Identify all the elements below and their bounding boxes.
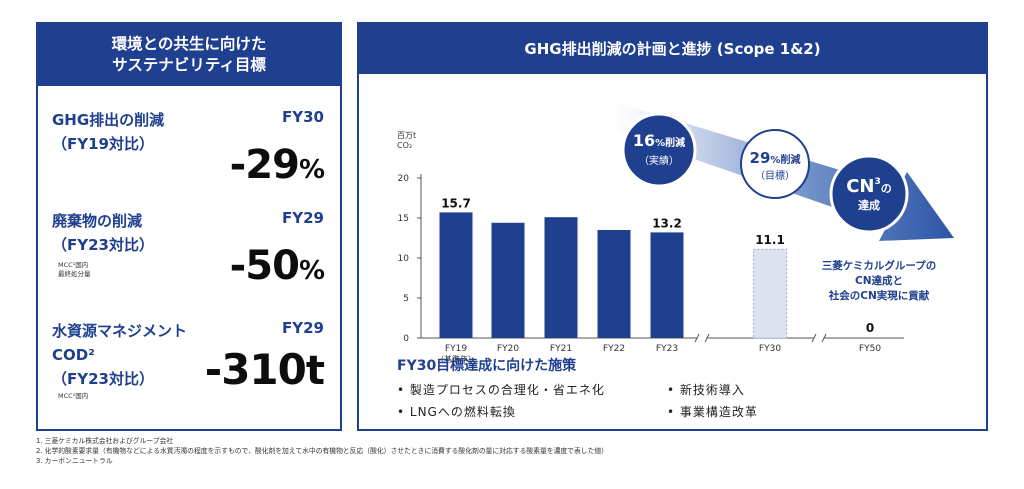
- cn-achievement-bubble: [829, 154, 909, 234]
- x-tick-label: FY23: [656, 344, 678, 354]
- cn-message: 三菱ケミカルグループの CN達成と 社会のCN実現に貢献: [822, 259, 937, 302]
- data-label-fy19: 15.7: [441, 196, 471, 210]
- data-label-fy50: 0: [866, 321, 874, 335]
- metric-label: GHG排出の削減 （FY19対比）: [52, 111, 165, 153]
- metric-label: 水資源マネジメント COD² （FY23対比）: [52, 322, 188, 388]
- target-reduction-bubble: [740, 129, 810, 199]
- data-label-fy30: 11.1: [755, 233, 785, 247]
- y-unit-label: CO₂: [397, 141, 412, 150]
- metric-note: MCC¹国内: [58, 392, 89, 400]
- left-title-line1: 環境との共生に向けた: [111, 35, 267, 53]
- metric-year: FY29: [282, 209, 324, 227]
- y-tick-label: 20: [398, 174, 410, 184]
- x-tick-label: FY50: [859, 344, 881, 354]
- target-reduction-text: 29%削減: [750, 149, 801, 167]
- measure-item: • 製造プロセスの合理化・省エネ化: [397, 383, 605, 397]
- y-tick-label: 0: [403, 334, 409, 344]
- metric-year: FY29: [282, 319, 324, 337]
- axis-break-mark: [704, 333, 710, 343]
- bar-fy23: [650, 232, 684, 338]
- x-tick-label: FY20: [497, 344, 519, 354]
- axis-break-mark: [821, 333, 827, 343]
- footnote: 1. 三菱ケミカル株式会社およびグループ会社: [36, 437, 174, 445]
- cn-message-line3: 社会のCN実現に貢献: [828, 289, 930, 302]
- measure-item: • 事業構造改革: [667, 405, 758, 419]
- sustainability-goals-panel: 環境との共生に向けた サステナビリティ目標 GHG排出の削減 （FY19対比） …: [36, 22, 342, 431]
- data-label-fy23: 13.2: [652, 216, 682, 230]
- footnote: 2. 化学的酸素要求量（有機物などによる水質汚濁の程度を示すもので、酸化剤を加え…: [36, 447, 608, 455]
- axis-break-mark: [811, 333, 817, 343]
- bar-fy21: [544, 217, 578, 338]
- bar-fy19: [439, 212, 473, 338]
- footnote: 3. カーボンニュートラル: [36, 457, 113, 465]
- actual-reduction-bubble: [621, 112, 697, 188]
- metric-water: 水資源マネジメント COD² （FY23対比） FY29 MCC¹国内 -310…: [52, 319, 334, 429]
- bar-fy20: [491, 222, 525, 338]
- metric-label: 廃棄物の削減 （FY23対比）: [52, 212, 154, 254]
- actual-reduction-sub: （実績）: [639, 154, 679, 167]
- right-panel-header: GHG排出削減の計画と進捗 (Scope 1&2): [359, 24, 986, 74]
- x-tick-label: FY22: [603, 344, 625, 354]
- metric-waste: 廃棄物の削減 （FY23対比） FY29 MCC¹国内 最終処分量 -50%: [52, 209, 334, 309]
- left-panel-header: 環境との共生に向けた サステナビリティ目標: [38, 24, 340, 86]
- measures-title: FY30目標達成に向けた施策: [397, 358, 577, 374]
- x-tick-label: FY19: [445, 344, 467, 354]
- actual-reduction-text: 16%削減: [633, 131, 685, 150]
- cn-achievement-text: CN3の: [846, 176, 892, 197]
- ghg-plan-panel: GHG排出削減の計画と進捗 (Scope 1&2) 百万t CO₂ 0 5 10 15 20…: [357, 22, 988, 431]
- y-tick-label: 5: [403, 294, 409, 304]
- metric-ghg: GHG排出の削減 （FY19対比） FY30 -29%: [52, 108, 334, 198]
- metric-note: MCC¹国内 最終処分量: [58, 261, 91, 278]
- bar-fy30: [753, 248, 787, 339]
- measure-item: • 新技術導入: [667, 383, 745, 397]
- left-title-line2: サステナビリティ目標: [112, 56, 266, 74]
- target-reduction-sub: （目標）: [755, 169, 795, 182]
- y-unit-label: 百万t: [397, 131, 416, 140]
- metric-year: FY30: [282, 108, 324, 126]
- measure-item: • LNGへの燃料転換: [397, 405, 516, 419]
- axis-break-mark: [694, 333, 700, 343]
- metric-value: -29%: [229, 142, 325, 188]
- x-tick-sublabel: （基準年）: [436, 354, 476, 364]
- y-tick-label: 10: [398, 254, 410, 264]
- x-tick-label: FY30: [759, 344, 781, 354]
- metric-value: -310t: [204, 345, 325, 394]
- cn-message-line1: 三菱ケミカルグループの: [822, 259, 937, 272]
- cn-achievement-sub: 達成: [858, 198, 880, 212]
- bar-fy22: [597, 230, 631, 338]
- y-tick-label: 15: [398, 214, 409, 224]
- x-tick-label: FY21: [550, 344, 572, 354]
- metric-value: -50%: [229, 243, 325, 289]
- cn-message-line2: CN達成と: [855, 274, 903, 287]
